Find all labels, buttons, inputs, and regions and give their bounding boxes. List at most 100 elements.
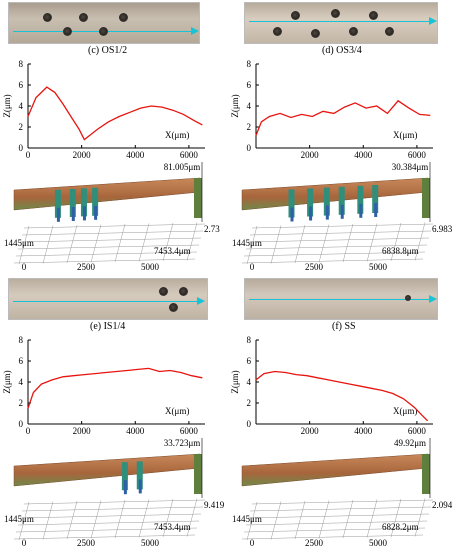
surface-axis-tick: 5000 [141, 262, 160, 272]
specimen-photo-f [244, 278, 438, 320]
x-tick-label: 6000 [408, 426, 427, 436]
hole [349, 27, 358, 36]
grid-line [243, 527, 426, 533]
grid-line [270, 225, 282, 264]
hole [331, 9, 340, 18]
grid-line [249, 230, 432, 236]
x-axis-label: X(μm) [165, 406, 189, 416]
caption-f: (f) SS [332, 321, 356, 332]
grid-line [186, 222, 198, 261]
surface-axis-tick: 2500 [305, 262, 324, 272]
x-tick-label: 4000 [354, 150, 373, 160]
y-tick-label: 6 [19, 80, 24, 90]
surface-axis-tick: 0 [250, 538, 255, 548]
surface-pit-depth [340, 204, 344, 219]
surface-edge [194, 178, 202, 218]
y-axis-label: Z(μm) [2, 370, 12, 393]
profile-series-line [255, 370, 429, 422]
surface-axis-tick: 0 [250, 262, 255, 272]
grid-line [21, 506, 204, 512]
y-tick-label: 2 [247, 398, 252, 408]
surface-edge [422, 454, 430, 494]
grid-line [245, 244, 428, 250]
y-axis-label: Z(μm) [230, 94, 240, 117]
y-axis-label: Z(μm) [2, 94, 12, 117]
grid-line [318, 224, 330, 263]
x-axis-label: X(μm) [393, 406, 417, 416]
x-tick-label: 2000 [301, 150, 320, 160]
surface-axis-tick: 5000 [369, 538, 388, 548]
surface-width-label: 7453.4μm [154, 246, 191, 256]
grid-line [18, 501, 30, 541]
grid-line [247, 237, 430, 243]
hole [169, 303, 178, 312]
x-axis-label: X(μm) [165, 130, 189, 140]
grid-line [23, 499, 206, 505]
grid-line [42, 225, 54, 264]
surface-pit [338, 186, 345, 215]
surface-pit [323, 187, 330, 216]
surface-pit-depth [82, 206, 86, 221]
grid-line [66, 500, 78, 540]
y-tick-label: 8 [247, 335, 252, 345]
hole [179, 287, 188, 296]
y-tick-label: 0 [247, 419, 252, 429]
surface-pit-depth [359, 203, 363, 218]
grid-line [19, 513, 202, 519]
x-tick-label: 0 [26, 426, 31, 436]
surface-edge [422, 178, 430, 218]
grid-line [138, 499, 150, 538]
surface-pit [357, 185, 364, 214]
scan-arrow [429, 295, 437, 303]
y-tick-label: 2 [247, 122, 252, 132]
grid-line [17, 520, 200, 526]
hole [99, 27, 108, 36]
y-tick-label: 0 [247, 143, 252, 153]
grid-line [19, 237, 202, 243]
caption-d: (d) OS3/4 [322, 45, 362, 56]
surface-width-label: 6838.8μm [382, 246, 419, 256]
scan-line [249, 299, 429, 300]
profile-chart-e: 0 2 4 6 8 0 2000 4000 6000 Z(μm) X(μm) [2, 335, 205, 436]
surface-top-value: 33.723μm [164, 438, 201, 448]
grid-line [366, 223, 378, 262]
profile-series-line [27, 86, 203, 141]
grid-line [246, 501, 258, 541]
grid-line [245, 520, 428, 526]
surface-pit [80, 188, 87, 217]
grid-line [251, 499, 434, 505]
grid-line [15, 251, 198, 257]
grid-line [390, 498, 402, 538]
x-tick-label: 6000 [180, 150, 199, 160]
surface-pit [92, 187, 99, 216]
surface-pit [69, 189, 76, 217]
y-tick-label: 8 [19, 59, 24, 69]
surface-pit-depth [374, 203, 378, 217]
x-tick-label: 6000 [408, 150, 427, 160]
grid-line [251, 223, 434, 229]
scan-line [13, 301, 197, 302]
surface-axis-tick: 0 [22, 538, 27, 548]
surface-pit-depth [325, 205, 329, 220]
x-tick-label: 4000 [126, 150, 145, 160]
surface-axis-tick: 2500 [77, 262, 96, 272]
surface-axis-tick: 0 [22, 262, 27, 272]
grid-line [294, 224, 306, 264]
hole [405, 295, 411, 301]
grid-line [342, 223, 354, 263]
surface-pit-depth [309, 206, 313, 221]
y-tick-label: 8 [19, 335, 24, 345]
specimen-photo-e [8, 278, 208, 320]
surface-pit-depth [56, 207, 60, 222]
grid-line [246, 225, 258, 265]
surface-pit-depth [138, 479, 142, 494]
grid-line [42, 501, 54, 540]
grid-line [390, 222, 402, 262]
scan-line [249, 21, 429, 22]
grid-line [114, 499, 126, 539]
hole [273, 27, 282, 36]
surface-right-value: 9.419 [204, 500, 225, 510]
hole [385, 27, 394, 36]
x-tick-label: 0 [26, 150, 31, 160]
